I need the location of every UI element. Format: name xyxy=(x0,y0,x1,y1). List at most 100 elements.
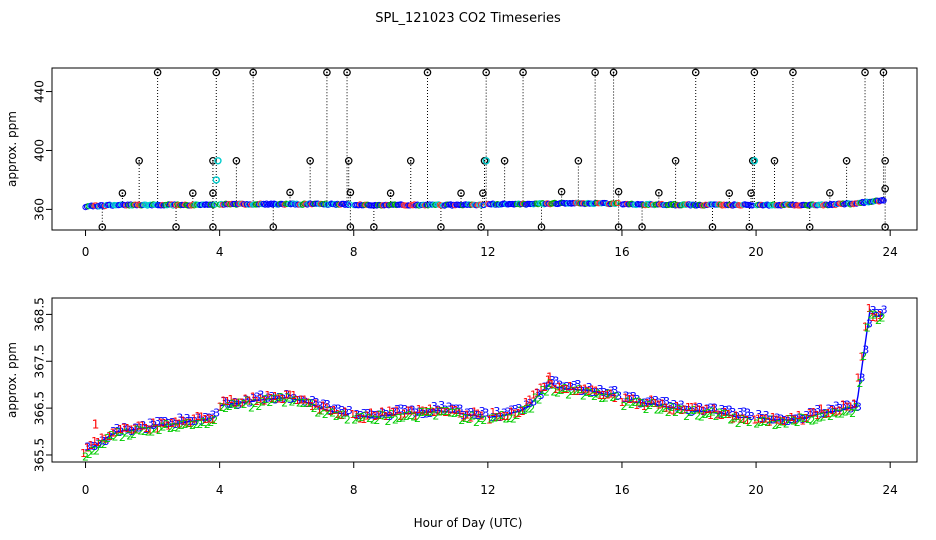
series-marker: 2 xyxy=(698,410,705,423)
spike-point xyxy=(691,68,700,77)
spike-point-center xyxy=(845,159,848,162)
series-marker: 2 xyxy=(377,409,384,422)
spike-point-center xyxy=(503,159,506,162)
series-marker: 3 xyxy=(102,435,109,448)
spike-point xyxy=(209,223,217,231)
series-marker: 2 xyxy=(344,413,351,426)
series-marker: 1 xyxy=(176,417,183,430)
spike-point-center xyxy=(748,226,751,228)
series-marker: 3 xyxy=(667,400,674,413)
x-tick-label: 12 xyxy=(480,245,495,259)
series-marker: 2 xyxy=(757,416,764,429)
series-marker: 1 xyxy=(98,431,105,444)
x-tick-label: 16 xyxy=(614,483,629,497)
series-marker: 3 xyxy=(818,408,825,421)
spike-point-center xyxy=(884,159,887,162)
series-marker: 1 xyxy=(807,407,814,420)
series-marker: 3 xyxy=(291,392,298,405)
series-marker: 3 xyxy=(445,401,452,414)
series-marker: 3 xyxy=(622,390,629,403)
series-marker: 2 xyxy=(724,408,731,421)
spike-point-center xyxy=(594,71,597,74)
mean-line xyxy=(85,417,215,451)
series-marker: 1 xyxy=(641,400,648,413)
mean-point xyxy=(127,201,134,208)
spike-point xyxy=(370,223,378,231)
series-marker: 3 xyxy=(552,374,559,387)
series-marker: 2 xyxy=(178,419,185,432)
x-tick-label: 20 xyxy=(748,245,763,259)
series-marker: 2 xyxy=(654,404,661,417)
spike-point xyxy=(482,68,490,77)
spike-point-center xyxy=(864,71,866,74)
series-marker: 1 xyxy=(419,405,426,418)
series-marker: 3 xyxy=(862,344,869,357)
series-marker: 3 xyxy=(796,411,803,424)
series-marker: 1 xyxy=(855,371,862,384)
spike-point xyxy=(346,223,355,231)
series-marker: 3 xyxy=(833,399,840,412)
series-marker: 3 xyxy=(114,422,121,435)
series-marker: 2 xyxy=(104,432,111,445)
spike-point-center xyxy=(235,159,238,162)
series-marker: 3 xyxy=(770,413,777,426)
series-marker: 3 xyxy=(383,408,390,421)
series-marker: 1 xyxy=(486,413,493,426)
spike-point-center xyxy=(215,71,218,74)
series-marker: 3 xyxy=(147,416,154,429)
series-marker: 1 xyxy=(773,413,780,426)
series-marker: 3 xyxy=(726,403,733,416)
series-marker: 3 xyxy=(364,407,371,420)
spike-point-center xyxy=(175,226,177,228)
series-marker: 2 xyxy=(853,401,860,414)
series-marker: 1 xyxy=(840,399,847,412)
series-marker: 1 xyxy=(604,389,611,402)
spike-point xyxy=(386,189,395,197)
series-marker: 3 xyxy=(191,415,198,428)
y-tick-label: 440 xyxy=(33,80,47,103)
series-marker: 1 xyxy=(430,406,437,419)
series-marker: 2 xyxy=(289,395,296,408)
series-marker: 3 xyxy=(851,398,858,411)
series-marker: 2 xyxy=(506,412,513,425)
series-marker: 2 xyxy=(432,410,439,423)
spike-point-center xyxy=(481,192,484,195)
spike-point xyxy=(437,223,445,231)
series-marker: 3 xyxy=(394,403,401,416)
series-marker: 3 xyxy=(379,406,386,419)
series-marker: 2 xyxy=(82,450,89,463)
series-marker: 3 xyxy=(700,405,707,418)
series-marker: 2 xyxy=(447,406,454,419)
spike-point-center xyxy=(728,192,731,195)
spike-point-center xyxy=(426,71,429,74)
series-marker: 2 xyxy=(126,429,133,442)
series-marker: 2 xyxy=(831,407,838,420)
series-marker: 3 xyxy=(704,402,711,415)
series-marker: 1 xyxy=(261,394,268,407)
series-marker: 2 xyxy=(355,411,362,424)
series-marker: 1 xyxy=(818,402,825,415)
series-marker: 2 xyxy=(174,421,181,434)
series-marker: 3 xyxy=(390,405,397,418)
spike-point xyxy=(406,156,415,165)
series-marker: 3 xyxy=(250,392,257,405)
spike-point-center xyxy=(409,159,412,162)
series-marker: 1 xyxy=(722,406,729,419)
spike-point-center xyxy=(156,71,159,74)
series-marker: 1 xyxy=(353,409,360,422)
series-marker: 1 xyxy=(637,397,644,410)
series-marker: 1 xyxy=(382,410,389,423)
series-marker: 1 xyxy=(110,426,117,439)
series-marker: 1 xyxy=(825,407,832,420)
series-marker: 2 xyxy=(115,426,122,439)
series-marker: 1 xyxy=(460,410,467,423)
series-marker: 3 xyxy=(84,441,91,454)
series-marker: 1 xyxy=(611,392,618,405)
spike-point xyxy=(249,68,257,77)
x-tick-label: 16 xyxy=(614,245,629,259)
mean-point xyxy=(346,201,353,208)
series-marker: 1 xyxy=(545,373,552,386)
series-marker: 2 xyxy=(443,405,450,418)
series-marker: 3 xyxy=(338,404,345,417)
mean-point xyxy=(489,200,496,207)
